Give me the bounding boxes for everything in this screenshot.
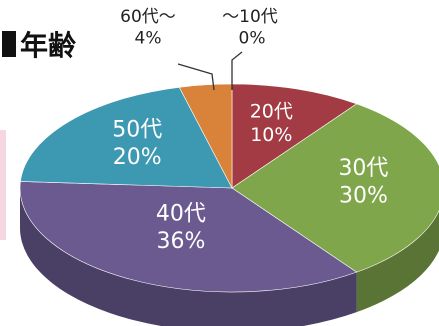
slice-label-4: 50代: [112, 117, 162, 142]
pie-slice-3: [19, 181, 358, 293]
leader-line-0: [231, 51, 243, 90]
slice-pct-0: 0%: [239, 28, 266, 48]
pie-side-3: [20, 188, 357, 326]
slice-pct-4: 20%: [113, 145, 162, 170]
slice-pct-2: 30%: [339, 183, 388, 208]
slice-label-3: 40代: [156, 201, 206, 226]
pie-side-2: [356, 210, 439, 313]
pie-slice-2: [231, 103, 439, 273]
leader-line-5: [177, 63, 215, 91]
slice-label-0: ～10代: [222, 7, 278, 27]
chart-title-text: 年齢: [20, 29, 77, 62]
decorative-edge: [0, 130, 6, 240]
pie-slice-4: [20, 86, 233, 189]
slice-pct-1: 10%: [250, 124, 292, 146]
title-marker: [2, 31, 16, 57]
chart-title: 年齢: [2, 24, 76, 64]
slice-label-1: 20代: [250, 100, 293, 122]
slice-pct-3: 36%: [156, 229, 205, 254]
slice-label-2: 30代: [338, 156, 388, 181]
slice-label-5: 60代～: [120, 7, 176, 27]
slice-pct-5: 4%: [135, 28, 162, 48]
pie-slice-1: [231, 83, 358, 189]
